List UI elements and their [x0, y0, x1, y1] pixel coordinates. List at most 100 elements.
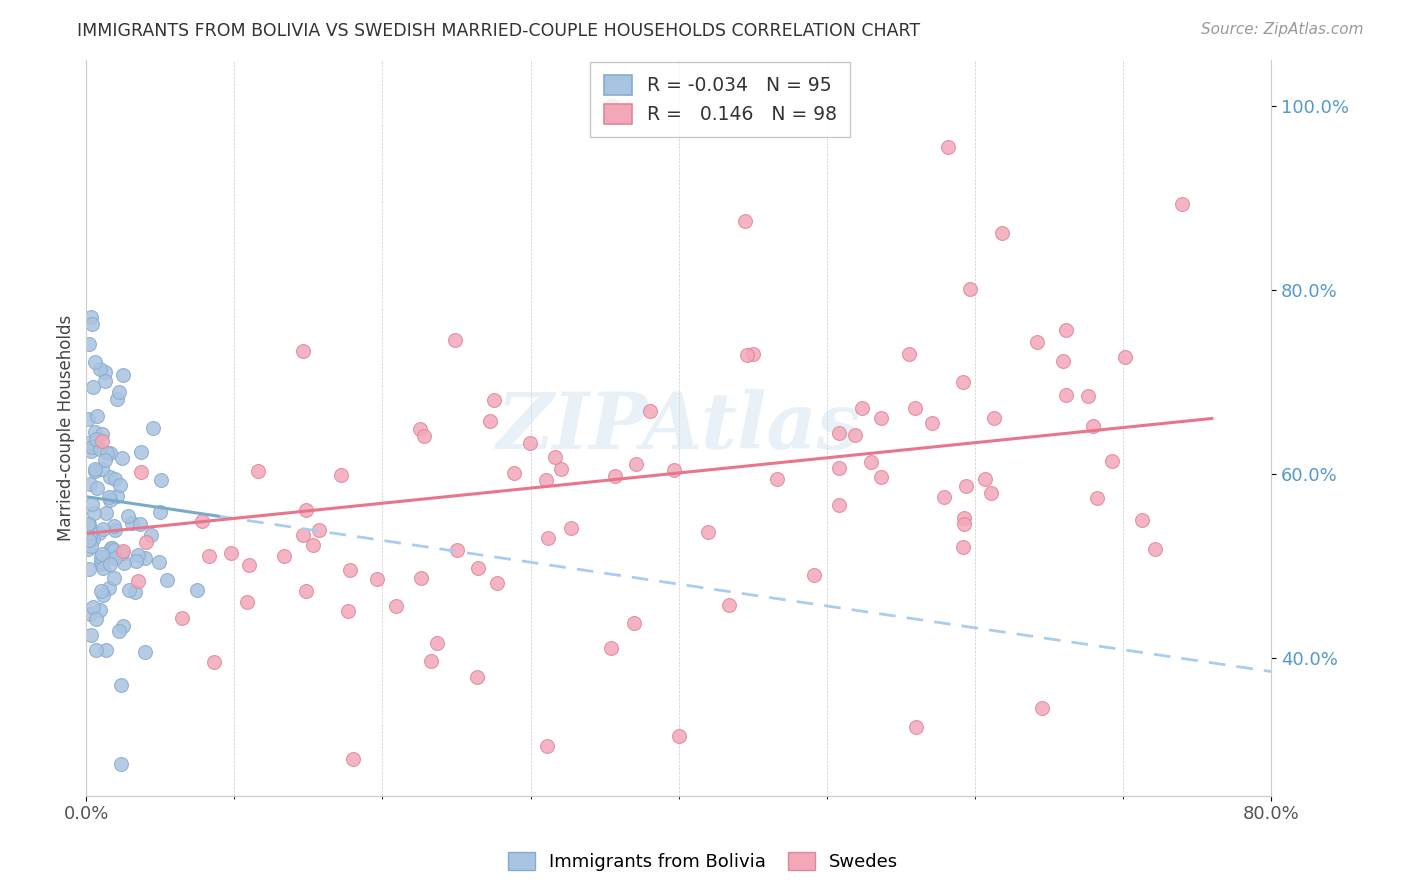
Point [91, 434, 114, 449]
Point [342, 752, 364, 766]
Text: IMMIGRANTS FROM BOLIVIA VS SWEDISH MARRIED-COUPLE HOUSEHOLDS CORRELATION CHART: IMMIGRANTS FROM BOLIVIA VS SWEDISH MARRI… [77, 22, 921, 40]
Point [94, 365, 117, 379]
Point [97, 490, 120, 504]
Point [600, 640, 623, 655]
Point [502, 466, 524, 480]
Point [77, 562, 100, 576]
Point [953, 516, 976, 531]
Point [111, 544, 134, 558]
Point [990, 226, 1012, 240]
Point [103, 571, 125, 585]
Point [623, 616, 645, 631]
Point [465, 670, 488, 684]
Point [550, 462, 572, 476]
Point [103, 543, 125, 558]
Point [932, 490, 955, 504]
Point [336, 604, 359, 618]
Point [124, 585, 146, 599]
Point [83, 355, 105, 369]
Point [104, 523, 127, 537]
Point [89, 603, 111, 617]
Point [443, 333, 465, 347]
Point [411, 571, 433, 585]
Point [84, 425, 107, 439]
Point [77, 337, 100, 351]
Point [149, 505, 172, 519]
Point [1026, 334, 1049, 349]
Point [955, 478, 977, 492]
Point [827, 461, 849, 475]
Point [105, 490, 128, 504]
Point [870, 411, 893, 425]
Point [82, 600, 104, 615]
Point [959, 282, 981, 296]
Point [98, 582, 121, 596]
Point [76, 436, 98, 450]
Legend: Immigrants from Bolivia, Swedes: Immigrants from Bolivia, Swedes [501, 845, 905, 879]
Point [626, 457, 648, 471]
Point [412, 429, 434, 443]
Point [219, 546, 242, 560]
Point [101, 541, 124, 556]
Point [897, 347, 920, 361]
Point [89, 362, 111, 376]
Point [89, 526, 111, 541]
Point [385, 599, 408, 613]
Point [294, 502, 316, 516]
Point [79, 476, 101, 491]
Point [96, 446, 118, 460]
Point [1077, 389, 1099, 403]
Point [98, 446, 121, 460]
Point [121, 516, 143, 530]
Point [1054, 323, 1077, 337]
Point [149, 474, 172, 488]
Point [90, 550, 112, 565]
Point [134, 551, 156, 566]
Point [1054, 388, 1077, 402]
Point [519, 436, 541, 450]
Point [482, 392, 505, 407]
Point [478, 414, 501, 428]
Point [100, 541, 122, 556]
Point [904, 720, 927, 734]
Point [273, 549, 295, 563]
Point [1130, 512, 1153, 526]
Point [170, 610, 193, 624]
Point [952, 540, 974, 554]
Point [112, 368, 135, 382]
Point [536, 739, 558, 753]
Point [697, 524, 720, 539]
Point [980, 485, 1002, 500]
Point [851, 401, 873, 416]
Point [129, 465, 152, 479]
Point [77, 516, 100, 531]
Point [1101, 454, 1123, 468]
Point [83, 464, 105, 478]
Point [426, 636, 449, 650]
Point [94, 374, 117, 388]
Point [91, 588, 114, 602]
Point [198, 549, 221, 563]
Point [84, 642, 107, 657]
Point [129, 516, 152, 531]
Point [139, 527, 162, 541]
Point [76, 516, 98, 531]
Point [486, 576, 509, 591]
Point [1085, 491, 1108, 505]
Point [79, 530, 101, 544]
Y-axis label: Married-couple Households: Married-couple Households [58, 315, 75, 541]
Point [90, 557, 112, 571]
Point [98, 493, 121, 508]
Point [77, 533, 100, 548]
Point [560, 521, 582, 535]
Point [80, 444, 103, 458]
Point [603, 468, 626, 483]
Point [330, 468, 353, 483]
Point [129, 445, 152, 459]
Legend: R = -0.034   N = 95, R =   0.146   N = 98: R = -0.034 N = 95, R = 0.146 N = 98 [591, 62, 849, 137]
Point [90, 462, 112, 476]
Point [135, 535, 157, 549]
Point [112, 556, 135, 570]
Point [735, 348, 758, 362]
Point [80, 440, 103, 454]
